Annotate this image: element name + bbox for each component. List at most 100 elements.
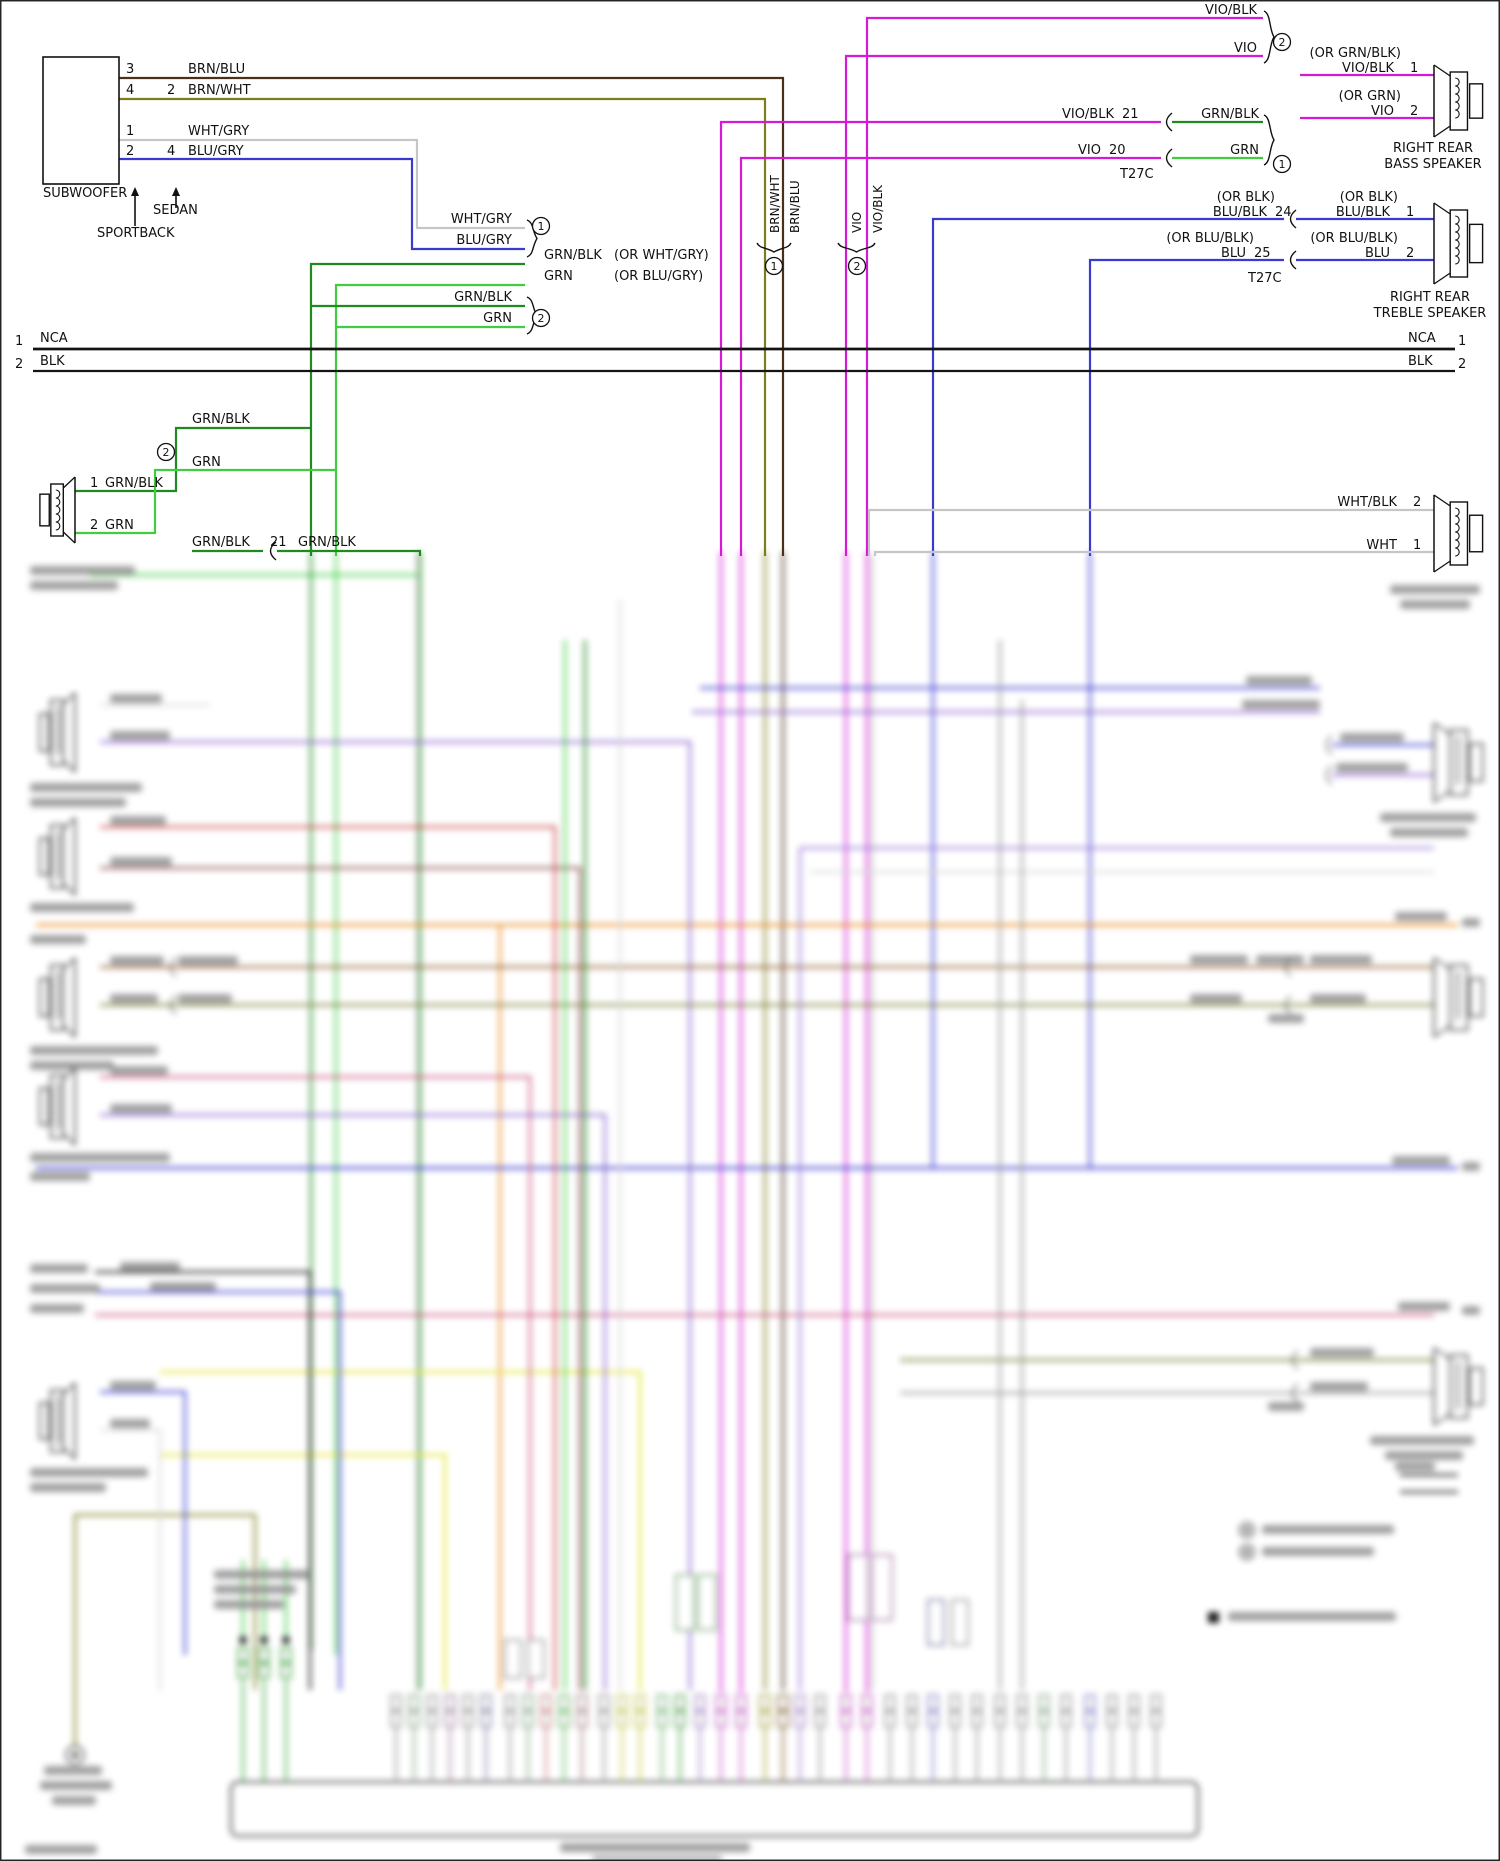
blurred-connector-pin	[237, 1647, 249, 1782]
connector-ref-circle: 1	[531, 216, 551, 236]
blurred-connector-pin	[504, 1694, 516, 1782]
blurred-text-bar	[44, 1766, 102, 1775]
blurred-text-bar	[1462, 918, 1480, 927]
blurred-wire	[100, 825, 557, 1690]
left-rear-speaker-icon	[39, 476, 76, 544]
blurred-text-bar	[1398, 1302, 1450, 1311]
blurred-connector-pin	[598, 1694, 610, 1782]
pin-box	[258, 1663, 270, 1679]
speaker-cone	[1433, 125, 1451, 138]
component-box	[230, 1781, 1199, 1837]
speaker-cone	[62, 1067, 76, 1080]
wire-label: GRN/BLK	[298, 535, 356, 550]
wire-label: 25	[1254, 246, 1271, 261]
wire-label: (OR GRN)	[1339, 89, 1401, 104]
speaker-magnet	[39, 1087, 50, 1126]
speaker-coil	[1455, 507, 1460, 557]
pin-box	[444, 1694, 456, 1711]
pin-box	[598, 1694, 610, 1711]
blurred-text-bar	[214, 1600, 284, 1609]
blurred-text-bar	[30, 903, 134, 912]
blurred-text-bar	[1310, 994, 1366, 1003]
wire-label: VIO	[1234, 41, 1257, 56]
speaker-magnet	[1468, 1367, 1484, 1406]
connector-brace	[1263, 10, 1275, 64]
blurred-connector-pin	[906, 1694, 918, 1782]
blurred-text-bar	[1336, 763, 1408, 772]
speaker-frame	[50, 1389, 64, 1453]
speaker-cone	[62, 692, 76, 705]
blurred-connector-pin	[1038, 1694, 1050, 1782]
blurred-connector-pin	[540, 1694, 552, 1782]
blurred-wire	[100, 740, 692, 1690]
blurred-text-bar	[1310, 1348, 1374, 1357]
blurred-text-bar	[30, 1046, 158, 1055]
vertical-wire-label: VIO/BLK	[871, 184, 885, 233]
inline-connector-arc	[269, 541, 277, 561]
pin-box	[280, 1663, 292, 1679]
blurred-text-bar	[30, 1061, 114, 1070]
wire	[119, 138, 525, 230]
speaker-frame	[50, 483, 64, 537]
inline-connector-arc	[1284, 995, 1292, 1015]
blurred-wire	[100, 1428, 162, 1690]
speaker-coil	[55, 489, 61, 531]
wire-label: VIO/BLK	[1342, 61, 1395, 76]
wire-label: T27C	[1119, 167, 1154, 182]
wire-label: WHT/GRY	[451, 212, 512, 227]
pin-box	[949, 1694, 961, 1711]
wire-label: BLU/BLK	[1213, 205, 1268, 220]
blurred-text-bar	[1340, 733, 1404, 742]
blurred-connector-pin	[558, 1694, 570, 1782]
wire-label: BLU	[1221, 246, 1246, 261]
wire-label: GRN/BLK	[105, 476, 163, 491]
wire	[119, 97, 767, 556]
wire	[277, 549, 422, 556]
wire-label: BLU/BLK	[1336, 205, 1391, 220]
connector-ref-ring	[531, 308, 551, 328]
wire	[873, 550, 1434, 556]
connector-ref-number: 2	[538, 312, 545, 325]
blurred-right-speaker-icon	[1433, 1347, 1484, 1426]
blurred-connector-pin	[949, 1694, 961, 1782]
wire	[931, 217, 1284, 556]
connector-ref-circle: 2	[531, 308, 551, 328]
wire-label: WHT/GRY	[188, 124, 249, 139]
blurred-text-bar	[110, 857, 172, 866]
speaker-cone	[62, 1447, 76, 1460]
blurred-text-bar	[30, 566, 135, 575]
connector-ref-circle: 1	[764, 256, 784, 276]
blurred-wire	[160, 1370, 642, 1690]
wire-label: 3	[126, 62, 134, 77]
speaker-frame	[50, 824, 64, 889]
blurred-connector-pin	[616, 1694, 628, 1782]
blurred-wire	[95, 1270, 312, 1690]
blurred-connector-pin	[715, 1694, 727, 1782]
wire	[1088, 258, 1284, 556]
speaker-cone	[1433, 1025, 1451, 1038]
wire-label: 2	[167, 83, 175, 98]
speaker-coil	[1455, 215, 1460, 265]
blurred-connector-pin	[426, 1694, 438, 1782]
connector-ref-number: 2	[163, 446, 170, 459]
blurred-text-bar	[1256, 955, 1304, 964]
blurred-text-bar	[1246, 676, 1312, 685]
pin-box	[861, 1694, 873, 1711]
wire-label: 2	[1458, 357, 1466, 372]
speaker-magnet	[39, 837, 50, 876]
blurred-text-bar	[110, 956, 164, 965]
pin-box	[1084, 1694, 1096, 1711]
blurred-text-bar	[30, 1468, 148, 1477]
legend-square	[1208, 1612, 1219, 1623]
pin-box	[280, 1647, 292, 1663]
variant-arrow	[172, 187, 180, 208]
blurred-connector-pin	[884, 1694, 896, 1782]
inline-connector-arc	[1325, 735, 1333, 755]
inline-connector-arc	[1165, 112, 1173, 132]
wire	[75, 468, 336, 535]
pin-box	[840, 1694, 852, 1711]
speaker-cone	[1433, 1347, 1451, 1360]
blurred-wire	[100, 1075, 532, 1690]
blurred-connector-pin	[390, 1694, 402, 1782]
